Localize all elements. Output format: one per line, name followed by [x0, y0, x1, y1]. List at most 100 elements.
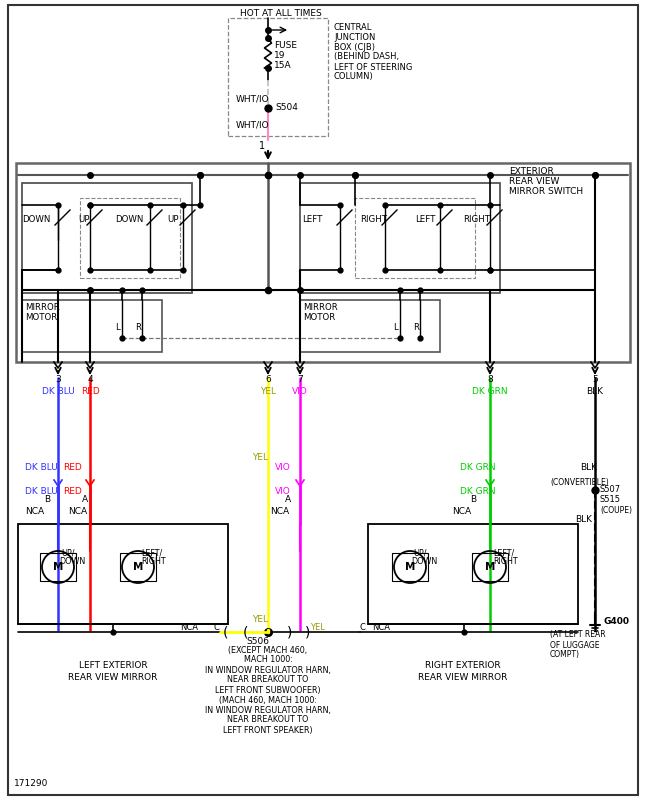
Text: 6: 6	[265, 375, 271, 385]
Text: WHT/IO: WHT/IO	[236, 94, 269, 103]
Text: LEFT FRONT SUBWOOFER): LEFT FRONT SUBWOOFER)	[215, 686, 321, 694]
Text: M: M	[405, 562, 415, 572]
Text: DK BLU: DK BLU	[25, 487, 57, 497]
Text: VIO: VIO	[275, 487, 291, 497]
Bar	[355, 198, 475, 278]
Text: HOT AT ALL TIMES: HOT AT ALL TIMES	[240, 9, 322, 18]
Text: DOWN: DOWN	[22, 215, 50, 225]
Bar	[40, 553, 76, 581]
Text: M: M	[484, 562, 495, 572]
Text: LEFT: LEFT	[415, 215, 435, 225]
Text: MIRROR: MIRROR	[25, 303, 59, 313]
Text: FUSE: FUSE	[274, 41, 297, 50]
Text: LEFT/: LEFT/	[493, 549, 514, 558]
Text: R: R	[135, 323, 141, 333]
Text: 5: 5	[592, 375, 598, 385]
Text: YEL: YEL	[252, 615, 268, 625]
Bar	[22, 300, 162, 352]
Text: NCA: NCA	[68, 507, 87, 517]
Text: 8: 8	[487, 375, 493, 385]
Text: CENTRAL: CENTRAL	[334, 22, 372, 31]
Text: 171290: 171290	[14, 778, 48, 787]
Text: A: A	[285, 495, 291, 505]
Text: NCA: NCA	[270, 507, 289, 517]
Bar	[228, 18, 328, 136]
Text: C: C	[360, 622, 366, 631]
Text: 15A: 15A	[274, 61, 291, 70]
Text: (AT LEFT REAR: (AT LEFT REAR	[550, 630, 606, 639]
Text: NCA: NCA	[372, 622, 390, 631]
Text: LEFT FRONT SPEAKER): LEFT FRONT SPEAKER)	[223, 726, 313, 734]
Text: MOTOR: MOTOR	[303, 314, 335, 322]
Text: DK GRN: DK GRN	[460, 487, 495, 497]
Text: DOWN: DOWN	[115, 215, 143, 225]
Text: 7: 7	[297, 375, 303, 385]
Text: S506: S506	[246, 638, 269, 646]
Text: COMPT): COMPT)	[550, 650, 580, 659]
Text: RED: RED	[63, 463, 82, 473]
Text: 3: 3	[55, 375, 61, 385]
Text: DK BLU: DK BLU	[41, 387, 74, 397]
Text: UP/: UP/	[61, 549, 74, 558]
Text: B: B	[470, 495, 476, 505]
Text: A: A	[82, 495, 88, 505]
Text: B: B	[44, 495, 50, 505]
Text: REAR VIEW MIRROR: REAR VIEW MIRROR	[419, 673, 508, 682]
Text: L: L	[393, 323, 398, 333]
Text: REAR VIEW MIRROR: REAR VIEW MIRROR	[68, 673, 158, 682]
Text: M: M	[133, 562, 143, 572]
Text: S504: S504	[275, 103, 298, 113]
Text: RIGHT: RIGHT	[493, 558, 517, 566]
Text: M: M	[53, 562, 63, 572]
Text: R: R	[413, 323, 419, 333]
Text: S515: S515	[600, 495, 621, 505]
Text: BOX (CJB): BOX (CJB)	[334, 42, 375, 51]
Text: LEFT EXTERIOR: LEFT EXTERIOR	[79, 661, 147, 670]
Text: NEAR BREAKOUT TO: NEAR BREAKOUT TO	[227, 715, 309, 725]
Text: 19: 19	[274, 50, 286, 59]
Text: EXTERIOR: EXTERIOR	[509, 167, 554, 177]
Text: C: C	[214, 622, 220, 631]
Text: YEL: YEL	[252, 454, 268, 462]
Text: LEFT OF STEERING: LEFT OF STEERING	[334, 62, 412, 71]
Text: RED: RED	[63, 487, 82, 497]
Text: 4: 4	[87, 375, 93, 385]
Text: (EXCEPT MACH 460,: (EXCEPT MACH 460,	[229, 646, 307, 654]
Text: RIGHT EXTERIOR: RIGHT EXTERIOR	[425, 661, 501, 670]
Text: MIRROR: MIRROR	[303, 303, 338, 313]
Text: BLK: BLK	[575, 515, 592, 525]
Bar	[18, 524, 228, 624]
Text: (BEHIND DASH,: (BEHIND DASH,	[334, 53, 399, 62]
Text: NCA: NCA	[180, 622, 198, 631]
Text: LEFT: LEFT	[302, 215, 322, 225]
Text: NCA: NCA	[25, 507, 44, 517]
Text: (: (	[224, 625, 229, 639]
Bar	[120, 553, 156, 581]
Text: OF LUGGAGE: OF LUGGAGE	[550, 641, 599, 650]
Text: BLK: BLK	[580, 463, 597, 473]
Text: ): )	[306, 625, 311, 639]
Text: (CONVERTIBLE): (CONVERTIBLE)	[550, 478, 609, 486]
Text: WHT/IO: WHT/IO	[236, 121, 269, 130]
Text: NEAR BREAKOUT TO: NEAR BREAKOUT TO	[227, 675, 309, 685]
Text: 1: 1	[259, 141, 265, 151]
Text: RIGHT: RIGHT	[360, 215, 387, 225]
Text: ): )	[287, 625, 293, 639]
Text: VIO: VIO	[292, 387, 308, 397]
Text: JUNCTION: JUNCTION	[334, 33, 375, 42]
Text: VIO: VIO	[275, 463, 291, 473]
Bar	[300, 300, 440, 352]
Text: L: L	[115, 323, 120, 333]
Bar	[80, 198, 180, 278]
Text: (: (	[242, 625, 248, 639]
Text: MIRROR SWITCH: MIRROR SWITCH	[509, 187, 583, 197]
Bar	[392, 553, 428, 581]
Text: UP/: UP/	[413, 549, 426, 558]
Text: S507: S507	[600, 486, 621, 494]
Bar	[22, 183, 192, 293]
Bar	[472, 553, 508, 581]
Text: RIGHT: RIGHT	[141, 558, 165, 566]
Bar	[300, 183, 500, 293]
Text: G400: G400	[603, 618, 629, 626]
Text: REAR VIEW: REAR VIEW	[509, 178, 559, 186]
